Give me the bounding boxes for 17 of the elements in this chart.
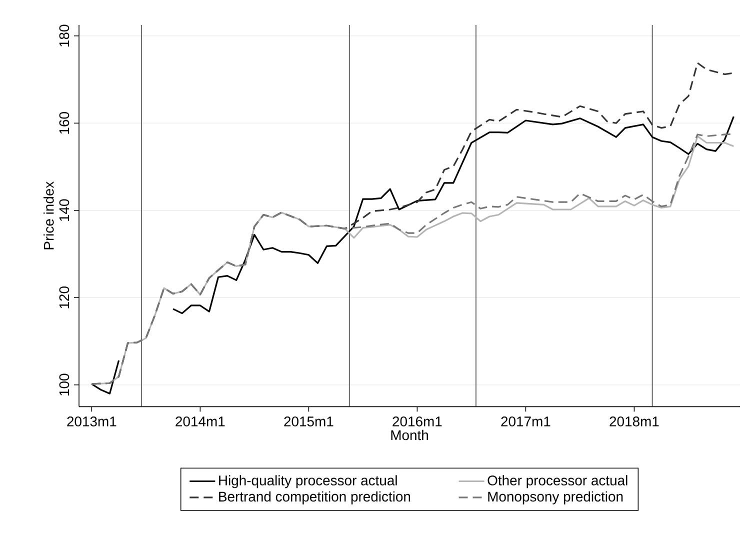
x-tick-label: 2017m1 — [501, 416, 550, 426]
x-tick-label: 2015m1 — [284, 416, 334, 426]
x-tick-label: 2014m1 — [176, 416, 225, 426]
y-tick-label: 100 — [59, 374, 70, 396]
legend-label: High-quality processor actual — [219, 475, 397, 488]
y-axis-title: Price index — [44, 182, 54, 250]
x-tick-label: 2018m1 — [610, 416, 659, 426]
x-axis-title: Month — [391, 430, 428, 440]
legend-label: Other processor actual — [488, 475, 628, 488]
legend-label: Bertrand competition prediction — [219, 491, 410, 504]
x-tick-label: 2013m1 — [67, 416, 116, 426]
y-tick-label: 140 — [59, 199, 70, 221]
y-tick-label: 160 — [59, 112, 70, 134]
y-tick-label: 120 — [59, 286, 70, 308]
legend-label: Monopsony prediction — [488, 491, 623, 504]
y-tick-label: 180 — [59, 24, 70, 46]
x-tick-label: 2016m1 — [392, 416, 442, 426]
